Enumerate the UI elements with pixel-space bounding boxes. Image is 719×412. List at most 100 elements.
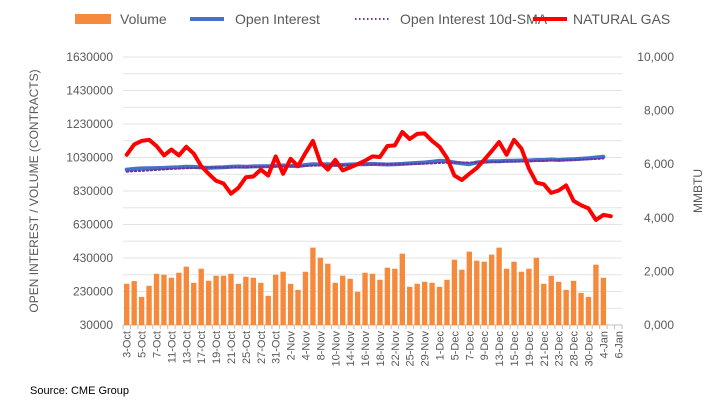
x-tick-label: 9-Dec xyxy=(479,331,491,361)
volume-bar xyxy=(466,251,473,325)
volume-bar xyxy=(369,273,376,325)
volume-bar xyxy=(124,283,130,325)
open-interest-sma-line xyxy=(125,157,605,173)
legend-volume-swatch xyxy=(75,14,111,24)
y-tick-label: 230000 xyxy=(73,285,113,299)
volume-bar xyxy=(526,268,532,325)
x-tick-label: 7-Oct xyxy=(152,331,164,358)
y-axis-left-ticks: 30000 230000 430000 630000 830000 1030000 1230… xyxy=(66,50,113,332)
x-tick-label: 19-Dec xyxy=(524,331,536,367)
volume-bar xyxy=(407,286,413,325)
volume-bar xyxy=(310,247,316,325)
volume-bar xyxy=(384,267,391,325)
volume-bar xyxy=(399,253,405,325)
legend-label: Open Interest 10d-SMA xyxy=(400,11,548,27)
volume-bar xyxy=(496,247,502,325)
volume-bar xyxy=(474,260,480,325)
volume-bar xyxy=(131,281,137,325)
volume-bar xyxy=(191,282,197,325)
y2-axis-title: MMBTU xyxy=(691,169,705,213)
x-tick-label: 25-Nov xyxy=(405,331,417,367)
volume-bar xyxy=(600,277,607,325)
y2-tick-label: 4,000 xyxy=(644,211,674,225)
x-tick-label: 10-Nov xyxy=(330,331,342,367)
volume-bar xyxy=(436,286,443,325)
volume-bar xyxy=(541,283,547,325)
x-tick-label: 19-Oct xyxy=(211,331,223,364)
volume-bar xyxy=(183,266,189,325)
y2-tick-label: 2,000 xyxy=(644,264,674,278)
x-tick-label: 4-Jan xyxy=(598,331,610,359)
volume-bar xyxy=(533,257,540,325)
volume-bar xyxy=(429,282,435,325)
y2-tick-label: 10,000 xyxy=(637,50,674,64)
natural-gas-line xyxy=(124,130,613,222)
volume-bar xyxy=(451,259,458,325)
source-note: Source: CME Group xyxy=(30,385,129,397)
x-tick-label: 23-Dec xyxy=(554,331,566,367)
volume-bar xyxy=(340,275,346,325)
x-tick-label: 21-Dec xyxy=(539,331,551,367)
x-tick-label: 1-Dec xyxy=(435,331,447,361)
x-tick-label: 3-Oct xyxy=(122,331,134,358)
y2-tick-label: 0,000 xyxy=(644,318,674,332)
legend-label: NATURAL GAS xyxy=(573,11,670,27)
x-tick-label: 22-Nov xyxy=(390,331,402,367)
volume-bar xyxy=(168,277,175,325)
volume-bar xyxy=(176,272,182,325)
volume-bar xyxy=(377,279,383,325)
legend-label: Volume xyxy=(120,11,167,27)
y2-tick-label: 8,000 xyxy=(644,104,674,118)
volume-bars xyxy=(124,247,607,325)
y-tick-label: 1030000 xyxy=(66,151,113,165)
volume-bar xyxy=(287,283,294,325)
x-tick-label: 6-Jan xyxy=(613,331,625,359)
volume-bar xyxy=(325,263,331,325)
x-tick-label: 15-Dec xyxy=(509,331,521,367)
y-tick-label: 430000 xyxy=(73,251,113,265)
volume-bar xyxy=(570,280,577,325)
x-tick-label: 7-Dec xyxy=(464,331,476,361)
legend-label: Open Interest xyxy=(235,11,320,27)
volume-bar xyxy=(414,283,420,325)
volume-bar xyxy=(161,274,167,325)
volume-bar xyxy=(503,268,510,325)
y-tick-label: 1630000 xyxy=(66,50,113,64)
volume-bar xyxy=(362,272,368,325)
x-tick-label: 31-Oct xyxy=(271,331,283,364)
volume-bar xyxy=(548,275,554,325)
volume-bar xyxy=(421,281,428,325)
y2-tick-label: 6,000 xyxy=(644,157,674,171)
y-tick-label: 1230000 xyxy=(66,117,113,131)
volume-bar xyxy=(578,292,584,325)
volume-bar xyxy=(272,274,279,325)
volume-bar xyxy=(220,275,227,325)
y-tick-label: 30000 xyxy=(80,318,114,332)
x-tick-label: 8-Nov xyxy=(315,331,327,361)
x-tick-label: 13-Dec xyxy=(494,331,506,367)
x-tick-label: 5-Oct xyxy=(137,331,149,358)
volume-bar xyxy=(235,283,242,325)
y-axis-right-ticks: 0,000 2,000 4,000 6,000 8,000 10,000 xyxy=(637,50,674,332)
volume-bar xyxy=(392,268,398,325)
y-tick-label: 1430000 xyxy=(66,84,113,98)
volume-bar xyxy=(563,289,569,325)
volume-bar xyxy=(444,279,450,325)
volume-bar xyxy=(243,276,249,325)
volume-bar xyxy=(265,295,271,325)
x-tick-label: 28-Dec xyxy=(569,331,581,367)
x-tick-label: 16-Nov xyxy=(360,331,372,367)
x-tick-label: 2-Nov xyxy=(286,331,298,361)
x-tick-label: 13-Oct xyxy=(181,331,193,364)
volume-bar xyxy=(518,271,525,325)
legend: Volume Open Interest Open Interest 10d-SMA… xyxy=(75,11,670,27)
volume-bar xyxy=(354,291,361,325)
volume-bar xyxy=(593,264,599,325)
x-tick-label: 29-Nov xyxy=(420,331,432,367)
y-tick-label: 830000 xyxy=(73,184,113,198)
volume-bar xyxy=(459,269,465,325)
volume-bar xyxy=(511,261,517,325)
volume-bar xyxy=(295,289,301,325)
x-axis-ticks: 3-Oct 5-Oct 7-Oct 11-Oct 13-Oct 17-Oct 19-Oct 2… xyxy=(122,325,625,367)
